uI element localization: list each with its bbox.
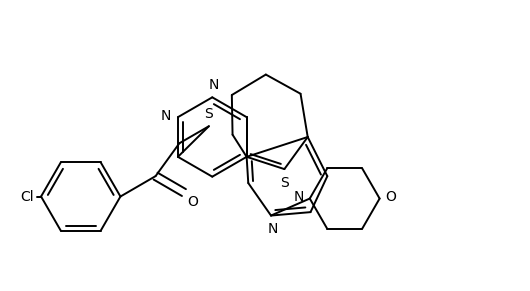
Text: N: N <box>161 109 171 123</box>
Text: Cl: Cl <box>21 189 34 203</box>
Text: N: N <box>294 190 304 204</box>
Text: S: S <box>205 107 213 120</box>
Text: N: N <box>268 222 278 236</box>
Text: O: O <box>385 190 396 204</box>
Text: O: O <box>187 195 198 210</box>
Text: S: S <box>280 176 289 190</box>
Text: N: N <box>208 78 218 92</box>
